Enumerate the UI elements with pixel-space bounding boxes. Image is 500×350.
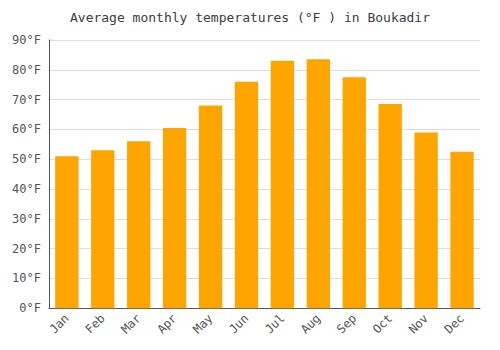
svg-text:Oct: Oct: [370, 311, 395, 336]
svg-text:30°F: 30°F: [12, 212, 41, 226]
svg-text:Aug: Aug: [298, 311, 323, 336]
svg-text:Feb: Feb: [83, 311, 108, 336]
svg-text:50°F: 50°F: [12, 152, 41, 166]
svg-text:Jun: Jun: [226, 311, 251, 336]
svg-text:Apr: Apr: [154, 311, 179, 336]
svg-text:Dec: Dec: [442, 311, 467, 336]
svg-text:40°F: 40°F: [12, 182, 41, 196]
svg-text:Jul: Jul: [262, 311, 287, 336]
svg-text:Jan: Jan: [47, 311, 72, 336]
svg-text:60°F: 60°F: [12, 122, 41, 136]
svg-text:May: May: [190, 311, 215, 336]
svg-text:Sep: Sep: [334, 311, 359, 336]
svg-text:70°F: 70°F: [12, 93, 41, 107]
svg-text:20°F: 20°F: [12, 242, 41, 256]
svg-text:Average monthly temperatures (: Average monthly temperatures (°F ) in Bo…: [70, 10, 430, 25]
svg-text:Nov: Nov: [406, 311, 431, 336]
svg-text:80°F: 80°F: [12, 63, 41, 77]
svg-text:0°F: 0°F: [19, 301, 41, 315]
svg-text:90°F: 90°F: [12, 33, 41, 47]
svg-text:10°F: 10°F: [12, 271, 41, 285]
svg-text:Mar: Mar: [118, 311, 143, 336]
